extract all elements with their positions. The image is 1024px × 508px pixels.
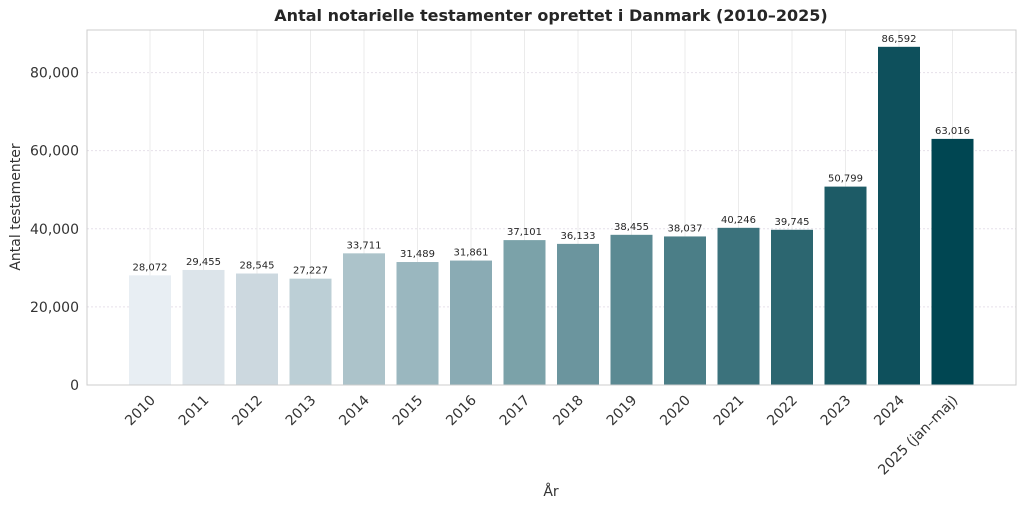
data-label: 28,072 bbox=[133, 262, 168, 273]
x-tick-label: 2018 bbox=[550, 393, 587, 430]
y-tick-label: 0 bbox=[70, 378, 79, 394]
bar bbox=[610, 234, 653, 385]
bar bbox=[878, 46, 920, 385]
y-tick-label: 20,000 bbox=[30, 300, 79, 316]
data-label: 38,037 bbox=[668, 223, 703, 234]
bars bbox=[129, 46, 974, 385]
data-label: 36,133 bbox=[561, 231, 596, 242]
x-tick-label: 2021 bbox=[711, 393, 748, 430]
data-label: 39,745 bbox=[775, 217, 810, 228]
bar bbox=[557, 243, 599, 385]
x-tick-label: 2013 bbox=[283, 393, 320, 430]
y-axis-label: Antal testamenter bbox=[8, 143, 24, 271]
data-label: 38,455 bbox=[614, 222, 649, 233]
data-label: 27,227 bbox=[293, 266, 328, 277]
data-label: 50,799 bbox=[828, 174, 863, 185]
data-label: 63,016 bbox=[935, 126, 970, 137]
x-axis-label: År bbox=[543, 483, 559, 500]
x-tick-label: 2023 bbox=[818, 393, 855, 430]
bar bbox=[503, 240, 546, 385]
data-label: 86,592 bbox=[882, 34, 917, 45]
data-label: 37,101 bbox=[507, 227, 542, 238]
data-labels: 28,072 29,455 28,545 27,227 33,711 31,489 31,8… bbox=[133, 34, 971, 277]
grid-lines bbox=[87, 30, 1016, 385]
data-label: 40,246 bbox=[721, 215, 756, 226]
bar bbox=[771, 229, 813, 385]
bar bbox=[129, 275, 171, 385]
data-label: 31,861 bbox=[454, 248, 489, 259]
bar bbox=[182, 269, 225, 385]
x-tick-label: 2020 bbox=[657, 393, 694, 430]
data-label: 28,545 bbox=[240, 261, 275, 272]
x-tick-label: 2010 bbox=[122, 393, 159, 430]
bar bbox=[717, 227, 760, 385]
y-axis-ticks: 0 20,000 40,000 60,000 80,000 bbox=[30, 66, 79, 394]
bar bbox=[343, 253, 385, 385]
x-tick-label: 2016 bbox=[443, 392, 480, 429]
x-tick-label: 2011 bbox=[176, 393, 213, 430]
plot-frame bbox=[86, 29, 1017, 386]
chart-title: Antal notarielle testamenter oprettet i … bbox=[274, 6, 827, 25]
x-tick-label: 2022 bbox=[764, 393, 801, 430]
y-tick-label: 40,000 bbox=[30, 222, 79, 238]
bar bbox=[824, 186, 867, 385]
x-tick-label: 2017 bbox=[497, 393, 534, 430]
data-label: 33,711 bbox=[347, 240, 382, 251]
x-axis-ticks: 2010 2011 2012 2013 2014 2015 2016 2017 2018 2019… bbox=[122, 392, 961, 478]
bar bbox=[289, 278, 332, 385]
x-tick-label: 2014 bbox=[336, 392, 373, 429]
bar bbox=[931, 138, 974, 385]
x-tick-label: 2019 bbox=[604, 393, 641, 430]
y-tick-label: 80,000 bbox=[30, 66, 79, 82]
bar bbox=[450, 260, 492, 385]
bar bbox=[396, 262, 439, 385]
bar bbox=[664, 236, 706, 385]
data-label: 29,455 bbox=[186, 257, 221, 268]
bar bbox=[236, 273, 278, 385]
x-tick-label: 2015 bbox=[390, 393, 427, 430]
data-label: 31,489 bbox=[400, 249, 435, 260]
x-tick-label: 2024 bbox=[871, 392, 908, 429]
y-tick-label: 60,000 bbox=[30, 144, 79, 160]
x-tick-label: 2012 bbox=[229, 393, 266, 430]
